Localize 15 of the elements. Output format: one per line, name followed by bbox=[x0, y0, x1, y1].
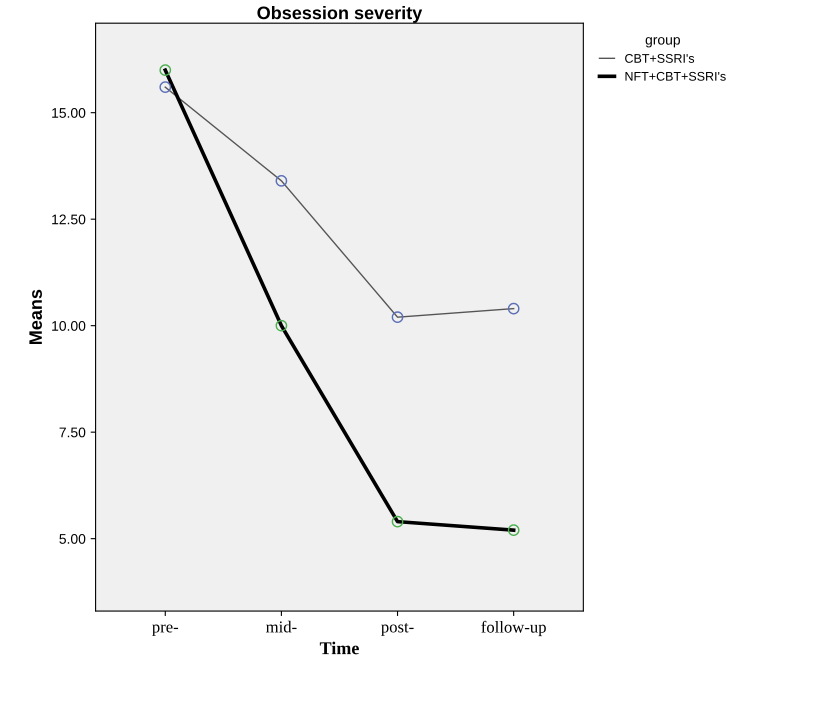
y-tick-label: 10.00 bbox=[52, 321, 86, 331]
y-tick-label: 12.50 bbox=[52, 214, 86, 224]
legend-title: group bbox=[646, 37, 680, 48]
x-axis-title: Time bbox=[320, 642, 359, 654]
y-tick-label: 7.50 bbox=[60, 428, 86, 438]
y-axis-title: Means bbox=[29, 290, 42, 344]
x-tick-label: pre- bbox=[152, 624, 178, 636]
y-tick-label: 5.00 bbox=[59, 534, 86, 544]
legend-label: NFT+CBT+SSRI's bbox=[625, 72, 726, 81]
y-tick-label: 15.00 bbox=[52, 108, 86, 118]
x-tick-label: post- bbox=[381, 622, 414, 636]
chart-title: Obsession severity bbox=[257, 6, 422, 23]
x-tick-label: follow-up bbox=[481, 620, 546, 636]
x-tick-label: mid- bbox=[266, 620, 297, 633]
legend-label: CBT+SSRI's bbox=[625, 54, 694, 63]
